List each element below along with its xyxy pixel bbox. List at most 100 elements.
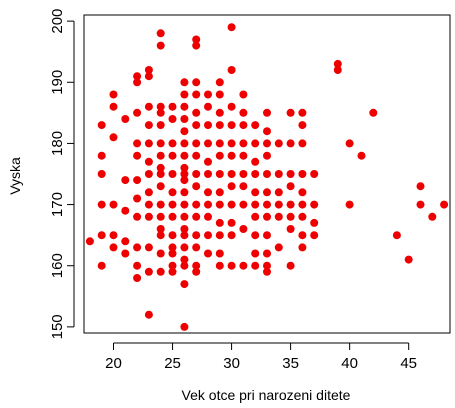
data-point	[156, 41, 165, 50]
y-tick-label: 190	[49, 70, 66, 95]
data-point	[180, 163, 189, 172]
data-point	[180, 90, 189, 99]
data-point	[263, 108, 271, 117]
data-point	[204, 157, 212, 166]
data-point	[310, 231, 319, 240]
data-point	[263, 249, 271, 258]
data-point	[239, 225, 248, 233]
data-point	[239, 170, 248, 178]
data-point	[180, 102, 189, 111]
y-tick-label: 170	[49, 192, 66, 217]
data-point	[156, 102, 165, 111]
data-point	[274, 139, 283, 148]
data-point	[286, 108, 295, 117]
data-point	[156, 182, 165, 191]
data-point	[180, 170, 189, 178]
data-point	[286, 139, 295, 148]
data-point	[144, 121, 153, 130]
data-point	[298, 170, 307, 178]
data-point	[204, 139, 212, 148]
data-point	[239, 90, 248, 99]
data-point	[333, 66, 342, 74]
data-point	[239, 182, 248, 191]
data-point	[180, 176, 189, 185]
data-point	[357, 151, 366, 160]
data-point	[156, 29, 165, 38]
y-axis-title: Vyska	[7, 157, 23, 195]
data-point	[192, 35, 201, 44]
data-point	[286, 225, 295, 233]
data-point	[204, 188, 212, 197]
data-point	[133, 139, 142, 148]
y-tick-label: 200	[49, 9, 66, 34]
data-point	[215, 78, 224, 87]
data-point	[286, 261, 295, 270]
data-point	[192, 231, 201, 240]
data-point	[286, 212, 295, 221]
data-point	[133, 176, 142, 185]
data-point	[109, 133, 118, 142]
data-point	[168, 115, 177, 123]
data-point	[215, 139, 224, 148]
data-point	[274, 200, 283, 209]
data-point	[239, 139, 248, 148]
data-point	[274, 212, 283, 221]
data-point	[440, 200, 449, 209]
data-point	[227, 121, 236, 130]
data-point	[227, 170, 236, 178]
data-point	[215, 249, 224, 258]
data-point	[263, 127, 271, 136]
data-point	[227, 102, 236, 111]
data-point	[192, 121, 201, 130]
data-point	[156, 212, 165, 221]
data-point	[192, 182, 201, 191]
data-point	[251, 170, 260, 178]
data-point	[204, 90, 212, 99]
data-point	[251, 261, 260, 270]
data-point	[180, 78, 189, 87]
data-point	[227, 182, 236, 191]
data-point	[286, 182, 295, 191]
data-point	[192, 170, 201, 178]
data-point	[144, 102, 153, 111]
data-point	[239, 261, 248, 270]
data-point	[180, 243, 189, 252]
data-point	[133, 212, 142, 221]
data-point	[156, 231, 165, 240]
data-point	[109, 90, 118, 99]
data-point	[239, 200, 248, 209]
data-point	[180, 139, 189, 148]
data-point	[109, 243, 118, 252]
data-point	[274, 243, 283, 252]
data-point	[274, 188, 283, 197]
data-point	[133, 243, 142, 252]
data-point	[215, 90, 224, 99]
data-point	[144, 66, 153, 74]
y-tick-label: 180	[49, 131, 66, 156]
data-point	[204, 121, 212, 130]
data-point	[192, 108, 201, 117]
data-point	[239, 108, 248, 117]
data-point	[298, 188, 307, 197]
data-point	[298, 231, 307, 240]
data-point	[180, 231, 189, 240]
data-point	[144, 139, 153, 148]
x-axis: 20 25 30 35 40 45	[105, 342, 417, 372]
data-point	[192, 243, 201, 252]
data-point	[204, 170, 212, 178]
data-point	[345, 200, 354, 209]
data-point	[204, 231, 212, 240]
data-point	[133, 261, 142, 270]
data-point	[180, 225, 189, 233]
data-point	[97, 200, 106, 209]
data-point	[215, 188, 224, 197]
data-point	[227, 218, 236, 227]
data-point	[227, 66, 236, 74]
data-point	[298, 121, 307, 130]
data-point	[180, 127, 189, 136]
data-points	[85, 23, 449, 331]
x-tick-label: 20	[105, 355, 122, 372]
data-point	[215, 231, 224, 240]
data-point	[239, 151, 248, 160]
data-point	[192, 41, 201, 50]
